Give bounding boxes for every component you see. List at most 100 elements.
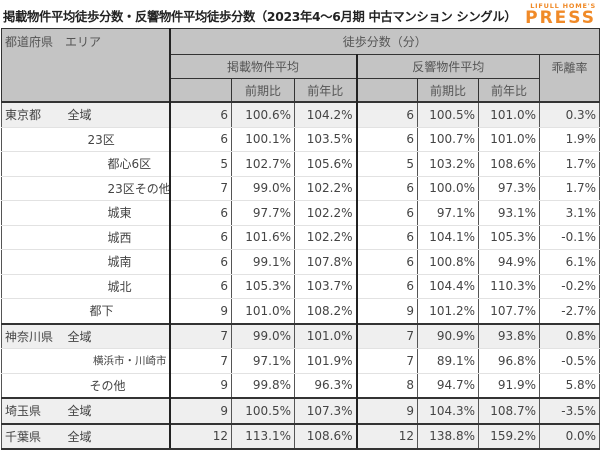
listed-minutes: 6 xyxy=(169,249,233,275)
listed-qoq: 99.0% xyxy=(231,176,296,201)
inquiry-minutes: 5 xyxy=(356,151,419,177)
inquiry-qoq: 100.0% xyxy=(417,176,480,201)
listed-qoq: 99.8% xyxy=(231,373,296,399)
header-listed-value xyxy=(169,78,233,103)
page-title: 掲載物件平均徒歩分数・反響物件平均徒歩分数（2023年4～6月期 中古マンション… xyxy=(3,10,517,24)
inquiry-yoy: 94.9% xyxy=(478,249,541,275)
inquiry-qoq: 97.1% xyxy=(417,200,480,226)
listed-yoy: 102.2% xyxy=(294,176,358,201)
inquiry-qoq: 100.8% xyxy=(417,249,480,275)
listed-qoq: 102.7% xyxy=(231,151,296,177)
header-listed-qoq: 前期比 xyxy=(231,78,296,103)
table-row: 神奈川県 全域 7 99.0% 101.0% 7 90.9% 93.8% 0.8… xyxy=(1,322,600,349)
listed-yoy: 101.9% xyxy=(294,348,358,374)
listed-minutes: 6 xyxy=(169,274,233,299)
listed-minutes: 6 xyxy=(169,225,233,250)
inquiry-yoy: 110.3% xyxy=(478,274,541,299)
inquiry-qoq: 104.1% xyxy=(417,225,480,250)
pref-cell xyxy=(1,176,64,201)
table-row: 東京都 全域 6 100.6% 104.2% 6 100.5% 101.0% 0… xyxy=(1,101,600,128)
inquiry-yoy: 91.9% xyxy=(478,373,541,399)
inquiry-minutes: 6 xyxy=(356,127,419,152)
inquiry-yoy: 93.8% xyxy=(478,322,541,349)
deviation-rate: 6.1% xyxy=(539,249,600,275)
table-row: 23区 6 100.1% 103.5% 6 100.7% 101.0% 1.9% xyxy=(1,127,600,152)
listed-yoy: 101.0% xyxy=(294,322,358,349)
listed-yoy: 108.2% xyxy=(294,298,358,324)
title-bar: 掲載物件平均徒歩分数・反響物件平均徒歩分数（2023年4～6月期 中古マンション… xyxy=(0,0,600,28)
listed-yoy: 104.2% xyxy=(294,101,358,128)
area-cell: 城東 xyxy=(63,200,171,226)
deviation-rate: 5.8% xyxy=(539,373,600,399)
pref-cell xyxy=(1,225,64,250)
pref-cell xyxy=(1,151,64,177)
inquiry-minutes: 6 xyxy=(356,225,419,250)
inquiry-minutes: 9 xyxy=(356,397,419,424)
listed-minutes: 6 xyxy=(169,127,233,152)
listed-qoq: 101.6% xyxy=(231,225,296,250)
inquiry-yoy: 93.1% xyxy=(478,200,541,226)
logo-main-text: PRESS xyxy=(525,8,596,28)
deviation-rate: 1.7% xyxy=(539,151,600,177)
inquiry-qoq: 100.5% xyxy=(417,101,480,128)
listed-qoq: 99.1% xyxy=(231,249,296,275)
area-cell: 全域 xyxy=(63,101,171,128)
listed-yoy: 96.3% xyxy=(294,373,358,399)
inquiry-qoq: 104.3% xyxy=(417,397,480,424)
inquiry-yoy: 101.0% xyxy=(478,101,541,128)
inquiry-qoq: 104.4% xyxy=(417,274,480,299)
deviation-rate: -2.7% xyxy=(539,298,600,324)
listed-minutes: 6 xyxy=(169,200,233,226)
header-inquiry-qoq: 前期比 xyxy=(417,78,480,103)
inquiry-minutes: 7 xyxy=(356,348,419,374)
listed-qoq: 101.0% xyxy=(231,298,296,324)
inquiry-qoq: 103.2% xyxy=(417,151,480,177)
deviation-rate: 0.8% xyxy=(539,322,600,349)
header-inquiry-avg: 反響物件平均 xyxy=(356,54,541,79)
logo-top-text: LIFULL HOME'S xyxy=(530,2,596,10)
inquiry-minutes: 6 xyxy=(356,101,419,128)
area-cell: 横浜市・川崎市 xyxy=(63,348,171,374)
header-walk-minutes: 徒歩分数（分） xyxy=(169,28,600,55)
deviation-rate: 1.9% xyxy=(539,127,600,152)
table-row: 都下 9 101.0% 108.2% 9 101.2% 107.7% -2.7% xyxy=(1,298,600,324)
inquiry-minutes: 8 xyxy=(356,373,419,399)
pref-cell xyxy=(1,274,64,299)
listed-minutes: 7 xyxy=(169,348,233,374)
listed-qoq: 100.6% xyxy=(231,101,296,128)
area-cell: 23区 xyxy=(63,127,171,152)
table-row: 都心6区 5 102.7% 105.6% 5 103.2% 108.6% 1.7… xyxy=(1,151,600,177)
walk-minutes-table: 都道府県 エリア 徒歩分数（分） 掲載物件平均 反響物件平均 乖離率 前期比 前… xyxy=(0,28,600,450)
area-cell: 城西 xyxy=(63,225,171,250)
listed-minutes: 9 xyxy=(169,298,233,324)
area-cell: 全域 xyxy=(63,397,171,424)
listed-minutes: 12 xyxy=(169,422,233,450)
inquiry-yoy: 108.7% xyxy=(478,397,541,424)
lifull-homes-press-logo: LIFULL HOME'S PRESS xyxy=(514,2,596,28)
inquiry-qoq: 94.7% xyxy=(417,373,480,399)
listed-minutes: 7 xyxy=(169,322,233,349)
inquiry-yoy: 107.7% xyxy=(478,298,541,324)
table-row: 千葉県 全域 12 113.1% 108.6% 12 138.8% 159.2%… xyxy=(1,422,600,450)
table-row: 城西 6 101.6% 102.2% 6 104.1% 105.3% -0.1% xyxy=(1,225,600,250)
area-cell: 全域 xyxy=(63,322,171,349)
deviation-rate: 3.1% xyxy=(539,200,600,226)
deviation-rate: -0.1% xyxy=(539,225,600,250)
listed-qoq: 100.5% xyxy=(231,397,296,424)
area-cell: 全域 xyxy=(63,422,171,450)
listed-yoy: 105.6% xyxy=(294,151,358,177)
pref-cell: 埼玉県 xyxy=(1,397,64,424)
area-cell: その他 xyxy=(63,373,171,399)
inquiry-qoq: 101.2% xyxy=(417,298,480,324)
table-row: 城東 6 97.7% 102.2% 6 97.1% 93.1% 3.1% xyxy=(1,200,600,226)
deviation-rate: -0.2% xyxy=(539,274,600,299)
inquiry-minutes: 6 xyxy=(356,274,419,299)
listed-qoq: 105.3% xyxy=(231,274,296,299)
pref-cell: 千葉県 xyxy=(1,422,64,450)
listed-qoq: 100.1% xyxy=(231,127,296,152)
deviation-rate: 0.0% xyxy=(539,422,600,450)
listed-yoy: 103.5% xyxy=(294,127,358,152)
table-row: その他 9 99.8% 96.3% 8 94.7% 91.9% 5.8% xyxy=(1,373,600,399)
listed-yoy: 102.2% xyxy=(294,200,358,226)
inquiry-yoy: 105.3% xyxy=(478,225,541,250)
